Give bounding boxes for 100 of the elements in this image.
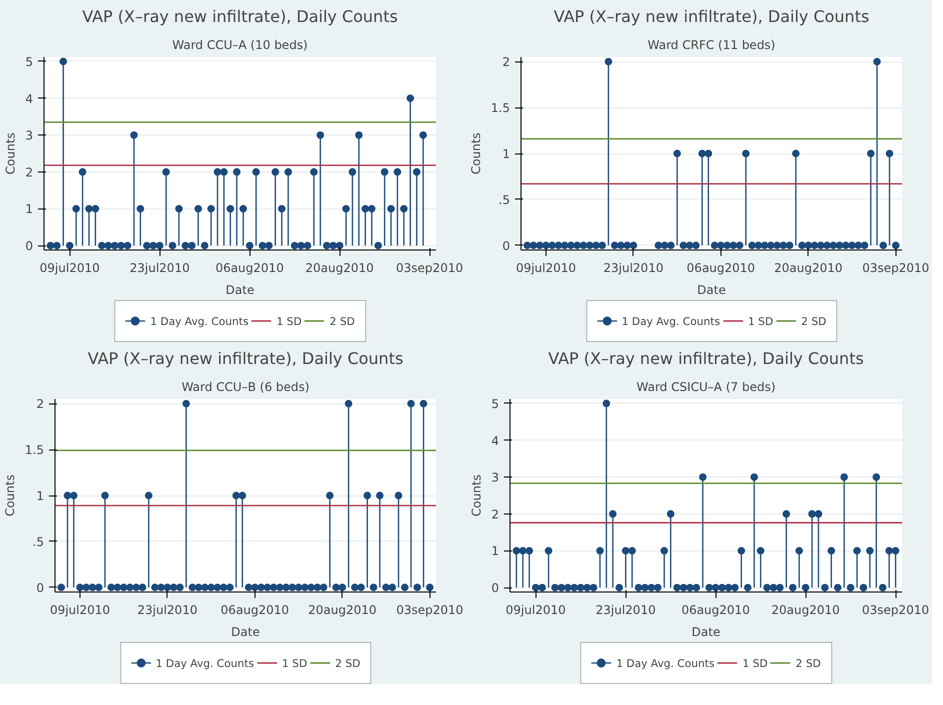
y-tick-label: 0 [491,581,500,596]
point [72,205,80,212]
point [314,584,322,592]
point [94,584,102,592]
x-tick-label: 09jul2010 [506,603,566,617]
point [290,242,298,250]
point [596,547,604,554]
y-tick-label: 1.5 [490,101,510,116]
legend-label: 2 SD [796,656,821,670]
point [892,547,900,554]
x-axis-title: Date [697,283,726,297]
point [53,242,61,250]
point [798,242,806,250]
point [348,168,356,176]
x-tick-label: 03sep2010 [862,603,930,617]
point [710,242,718,250]
point [336,242,344,250]
point [848,242,856,250]
point [307,584,315,592]
y-tick-label: 3 [491,470,500,485]
point [724,584,732,592]
y-tick-label: 4 [491,434,500,448]
point [144,492,152,500]
point [717,242,725,250]
point [564,584,572,592]
point [60,58,68,66]
y-tick-label: 0 [36,580,44,595]
point [214,584,222,592]
point [387,205,395,212]
point [560,242,568,250]
point [232,492,240,500]
point [804,242,812,250]
point [342,205,350,212]
point [866,547,874,554]
point [704,150,712,158]
point [149,242,157,250]
point [276,584,284,592]
point [744,584,752,592]
point [789,584,797,592]
point [558,584,566,592]
point [104,242,112,250]
x-tick-label: 20aug2010 [771,603,840,617]
point [414,584,422,592]
point [860,584,868,592]
point [88,584,96,592]
y-tick-label: 1 [502,147,510,161]
point [382,584,390,592]
point [821,584,829,592]
point [338,584,346,592]
point [731,584,739,592]
point [357,584,365,592]
point [301,584,309,592]
y-tick-label: 4 [25,92,34,106]
point [294,584,302,592]
x-axis-title: Date [231,625,260,639]
legend-label: 1 SD [748,314,774,328]
x-tick-label: 23jul2010 [596,603,656,617]
point [426,584,434,592]
chart-subtitle: Ward CCU–A (10 beds) [172,38,308,52]
point [76,584,84,592]
y-tick-label: 3 [25,128,34,143]
point [738,547,746,554]
point [162,168,170,176]
x-tick-label: 20aug2010 [774,261,843,275]
point [586,242,594,250]
point [156,242,164,250]
point [846,584,854,592]
point [654,584,662,592]
point [583,584,591,592]
point [101,492,109,500]
point [420,400,428,408]
y-axis-title: Counts [469,474,484,516]
x-tick-label: 23jul2010 [130,261,190,275]
point [304,242,312,250]
point [126,584,134,592]
point [412,168,420,176]
y-axis-title: Counts [2,474,17,516]
point [151,584,159,592]
point [782,510,790,518]
x-tick-label: 09jul2010 [516,261,576,275]
point [536,242,544,250]
point [238,492,246,500]
point [252,168,260,176]
point [648,584,656,592]
point [194,205,202,212]
y-tick-label: .5 [498,192,510,207]
point [310,168,318,176]
point [780,242,788,250]
x-tick-label: 20aug2010 [308,603,377,617]
point [542,242,550,250]
point [370,584,378,592]
point [814,510,822,518]
point [233,168,241,176]
point [699,473,707,481]
point [617,242,625,250]
point [220,584,228,592]
point [786,242,794,250]
point [673,584,681,592]
chart-title: VAP (X–ray new infiltrate), Daily Counts [548,349,864,368]
point [622,547,630,554]
